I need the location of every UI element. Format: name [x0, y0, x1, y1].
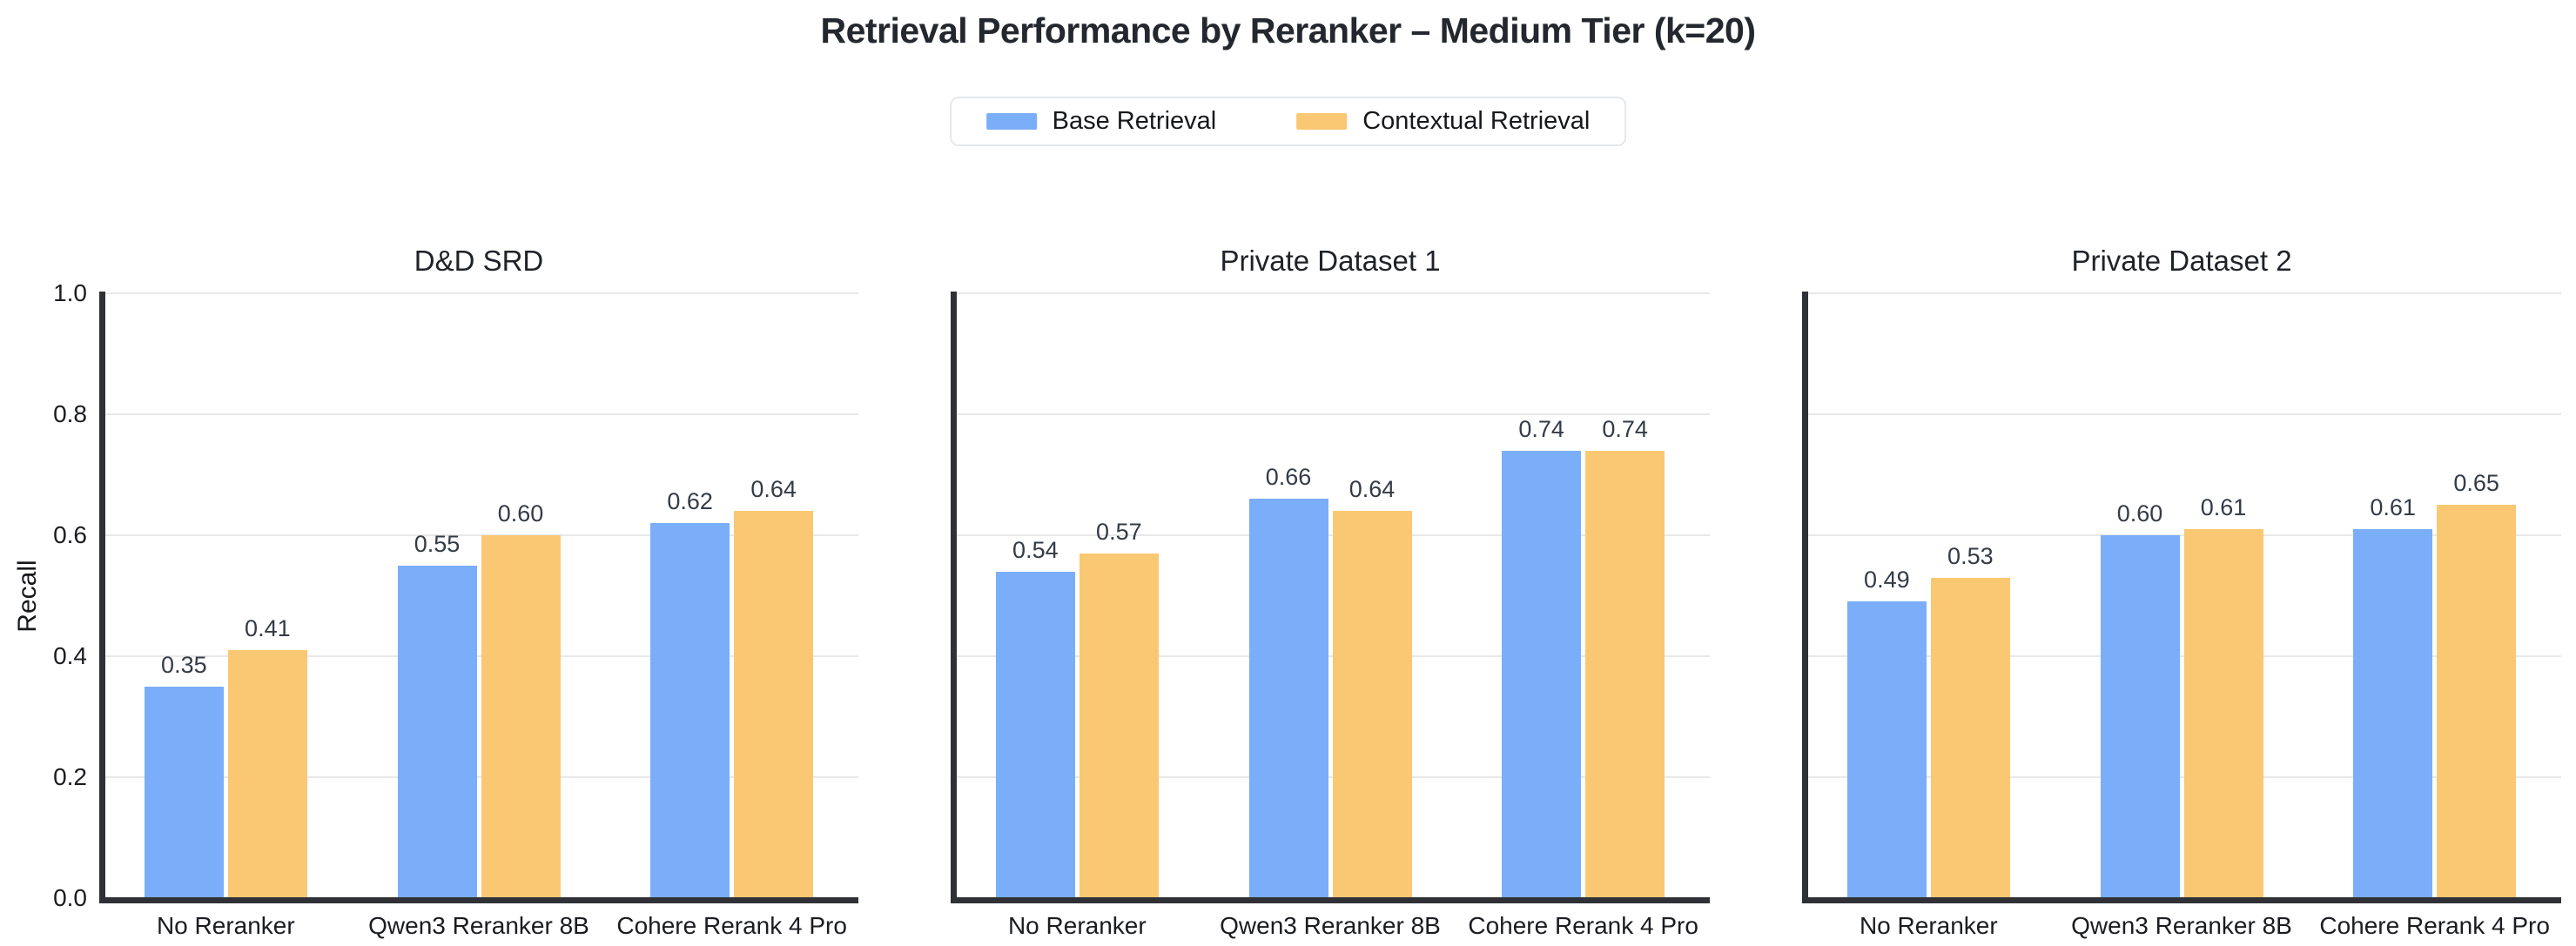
- legend: Base Retrieval Contextual Retrieval: [949, 97, 1627, 146]
- bar-value-label: 0.65: [2453, 470, 2499, 496]
- bar-contextual: [1585, 451, 1665, 898]
- y-axis-spine: [951, 292, 957, 903]
- x-axis-spine: [99, 897, 858, 903]
- y-axis-spine: [99, 292, 105, 903]
- bar-value-label: 0.61: [2370, 494, 2416, 520]
- bar-contextual: [1079, 554, 1159, 898]
- y-tick-label: 1.0: [53, 279, 87, 306]
- bar-base: [1846, 601, 1927, 898]
- legend-item: Base Retrieval: [985, 107, 1217, 136]
- bar-contextual: [1332, 511, 1412, 898]
- bar-value-label: 0.62: [667, 488, 713, 514]
- subplot-title: D&D SRD: [414, 245, 544, 277]
- gridline: [955, 413, 1710, 415]
- bar-base: [1248, 499, 1328, 898]
- bar-base: [397, 566, 477, 898]
- gridline: [955, 292, 1710, 294]
- x-tick-label: Cohere Rerank 4 Pro: [616, 912, 847, 939]
- bar-value-label: 0.64: [750, 476, 797, 502]
- x-tick-label: No Reranker: [1859, 912, 1998, 939]
- y-tick-label: 0.4: [53, 642, 87, 669]
- y-tick-label: 0.8: [53, 400, 87, 427]
- bar-value-label: 0.64: [1349, 476, 1396, 502]
- legend-item: Contextual Retrieval: [1296, 107, 1590, 136]
- bar-contextual: [481, 535, 561, 898]
- x-tick-label: Cohere Rerank 4 Pro: [2319, 912, 2550, 939]
- gridline: [104, 292, 858, 294]
- subplot-title: Private Dataset 1: [1220, 245, 1441, 277]
- x-axis-spine: [1802, 897, 2561, 903]
- legend-swatch-base: [985, 113, 1037, 130]
- bar-contextual: [2183, 529, 2263, 898]
- bar-value-label: 0.60: [497, 500, 544, 527]
- y-axis-spine: [1802, 292, 1808, 903]
- bar-value-label: 0.49: [1864, 567, 1910, 593]
- x-tick-label: Qwen3 Reranker 8B: [368, 912, 589, 939]
- bar-value-label: 0.57: [1096, 519, 1142, 545]
- gridline: [1806, 292, 2561, 294]
- y-tick-label: 0.6: [53, 521, 87, 548]
- bar-base: [2100, 535, 2180, 898]
- legend-swatch-contextual: [1296, 113, 1348, 130]
- bar-value-label: 0.60: [2116, 500, 2163, 527]
- bar-base: [144, 687, 224, 898]
- legend-label: Contextual Retrieval: [1362, 107, 1591, 135]
- bar-value-label: 0.74: [1602, 416, 1648, 442]
- y-axis-label: Recall: [13, 559, 42, 633]
- subplot-title: Private Dataset 2: [2071, 245, 2292, 277]
- gridline: [104, 413, 858, 415]
- plot-area: 0.54 0.57 No Reranker 0.66 0.64 Qwen3 Reranke…: [951, 292, 1710, 939]
- bar-contextual: [2437, 505, 2517, 898]
- bar-value-label: 0.35: [161, 652, 207, 678]
- bar-value-label: 0.53: [1947, 543, 1994, 569]
- gridline: [1806, 413, 2561, 415]
- x-tick-label: Qwen3 Reranker 8B: [1220, 912, 1441, 939]
- y-tick-label: 0.2: [53, 763, 87, 790]
- bar-base: [2353, 529, 2433, 898]
- plot-area: 1.0 0.8 0.6 0.4 0.2 0.0 Recall 0.35 0.41 No Reran…: [13, 279, 858, 939]
- x-axis-spine: [951, 897, 1710, 903]
- x-tick-label: Cohere Rerank 4 Pro: [1468, 912, 1698, 939]
- plot-area: 0.49 0.53 No Reranker 0.60 0.61 Qwen3 Reranke…: [1802, 292, 2561, 939]
- bar-base: [1502, 451, 1582, 898]
- x-tick-label: No Reranker: [1007, 912, 1147, 939]
- bar-value-label: 0.55: [414, 531, 461, 557]
- bar-value-label: 0.74: [1518, 416, 1564, 442]
- bar-contextual: [734, 511, 814, 898]
- x-tick-label: Qwen3 Reranker 8B: [2071, 912, 2292, 939]
- bar-value-label: 0.41: [245, 615, 291, 641]
- bar-base: [650, 523, 730, 898]
- y-tick-label: 0.0: [53, 884, 87, 911]
- bar-base: [995, 572, 1075, 898]
- legend-label: Base Retrieval: [1052, 107, 1217, 135]
- x-tick-label: No Reranker: [156, 912, 295, 939]
- bar-value-label: 0.54: [1012, 537, 1059, 563]
- bar-contextual: [227, 650, 307, 898]
- bar-value-label: 0.61: [2200, 494, 2247, 520]
- bar-contextual: [1930, 578, 2010, 898]
- chart-title: Retrieval Performance by Reranker – Medi…: [820, 10, 1756, 50]
- bar-value-label: 0.66: [1265, 464, 1312, 490]
